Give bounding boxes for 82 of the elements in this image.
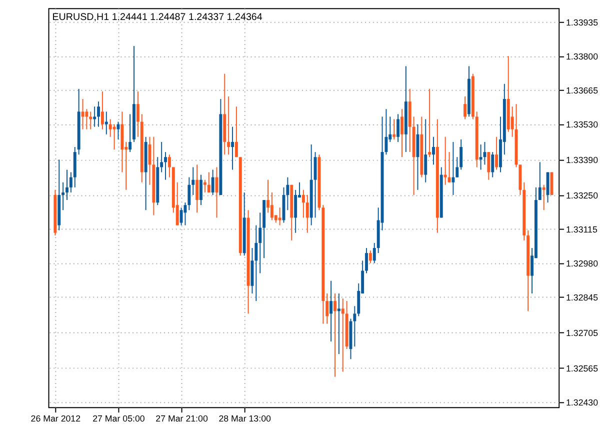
- candlestick: [353, 306, 356, 347]
- candlestick: [62, 182, 65, 211]
- y-tick-label: 1.33250: [566, 190, 598, 200]
- candlestick: [302, 189, 305, 218]
- candlestick: [203, 179, 206, 193]
- candlestick: [487, 152, 490, 180]
- candlestick: [89, 111, 92, 130]
- candlestick: [546, 172, 550, 204]
- y-tick-label: 1.33800: [566, 52, 598, 62]
- candlestick: [538, 162, 542, 201]
- candlestick: [294, 189, 298, 234]
- candlestick: [207, 172, 210, 193]
- y-tick-label: 1.33530: [566, 120, 598, 130]
- candlestick: [326, 292, 329, 324]
- candlestick: [160, 141, 164, 173]
- candlestick: [192, 166, 195, 196]
- y-tick-label: 1.33665: [566, 86, 598, 96]
- candlestick: [164, 152, 167, 180]
- candlestick: [168, 154, 171, 178]
- y-tick-label: 1.32980: [566, 258, 598, 269]
- candlestick: [432, 136, 435, 166]
- candlestick: [254, 224, 258, 302]
- candlestick: [93, 106, 96, 128]
- candlestick: [337, 292, 340, 355]
- candlestick: [550, 172, 554, 196]
- candlestick: [266, 179, 270, 214]
- candlestick: [491, 152, 494, 178]
- candlestick: [184, 202, 187, 226]
- chart-title: EURUSD,H1 1.24441 1.24487 1.24337 1.24364: [52, 12, 263, 23]
- candlestick: [460, 138, 463, 170]
- candlestick: [116, 121, 120, 140]
- candlestick: [400, 108, 404, 158]
- y-tick-label: 1.33115: [566, 224, 598, 235]
- candlestick: [479, 144, 482, 170]
- x-tick-label: 27 Mar 21:00: [156, 413, 208, 424]
- candlestick: [424, 118, 428, 183]
- candlestick: [66, 169, 68, 201]
- candlestick: [372, 242, 376, 264]
- candlestick: [97, 101, 100, 128]
- candlestick: [188, 176, 191, 211]
- candlestick: [341, 298, 344, 372]
- candlestick: [495, 136, 498, 170]
- y-tick-label: 1.32845: [566, 292, 598, 303]
- candlestick: [211, 169, 214, 196]
- y-tick-label: 1.32565: [566, 363, 598, 374]
- y-tick-label: 1.33390: [566, 155, 598, 166]
- y-tick-label: 1.32705: [566, 328, 598, 338]
- candlestick: [306, 194, 309, 234]
- candlestick: [100, 90, 104, 130]
- x-tick-label: 26 Mar 2012: [30, 413, 81, 424]
- candlestick: [227, 96, 230, 156]
- candlestick: [136, 90, 140, 138]
- candlestick: [392, 118, 396, 140]
- candlestick: [108, 118, 112, 138]
- candlestick: [196, 164, 199, 214]
- candlestick: [200, 174, 202, 206]
- candlestick: [104, 111, 108, 135]
- candlestick: [542, 184, 546, 211]
- candlestick: [286, 176, 290, 211]
- candlestick: [69, 172, 72, 193]
- candlestick: [258, 212, 262, 274]
- x-tick-label: 27 Mar 05:00: [92, 413, 145, 424]
- candlestick: [334, 292, 336, 378]
- candlestick: [456, 156, 459, 178]
- candlestick: [396, 114, 400, 142]
- candlestick: [112, 124, 116, 150]
- candlestick: [85, 108, 88, 130]
- candlestick: [464, 96, 466, 120]
- candlestick: [234, 106, 238, 158]
- candlestick: [452, 141, 455, 196]
- candlestick: [444, 136, 447, 186]
- candlestick: [231, 126, 234, 170]
- candlestick: [428, 88, 432, 158]
- y-tick-label: 1.32430: [566, 398, 598, 408]
- candlestick: [368, 250, 372, 264]
- candlestick: [330, 280, 333, 342]
- candlestick: [270, 192, 274, 221]
- x-tick-label: 28 Mar 13:00: [218, 413, 271, 424]
- candlestick: [278, 207, 282, 226]
- candlestick: [128, 114, 132, 153]
- candlestick: [365, 248, 368, 274]
- y-tick-label: 1.33935: [566, 17, 598, 28]
